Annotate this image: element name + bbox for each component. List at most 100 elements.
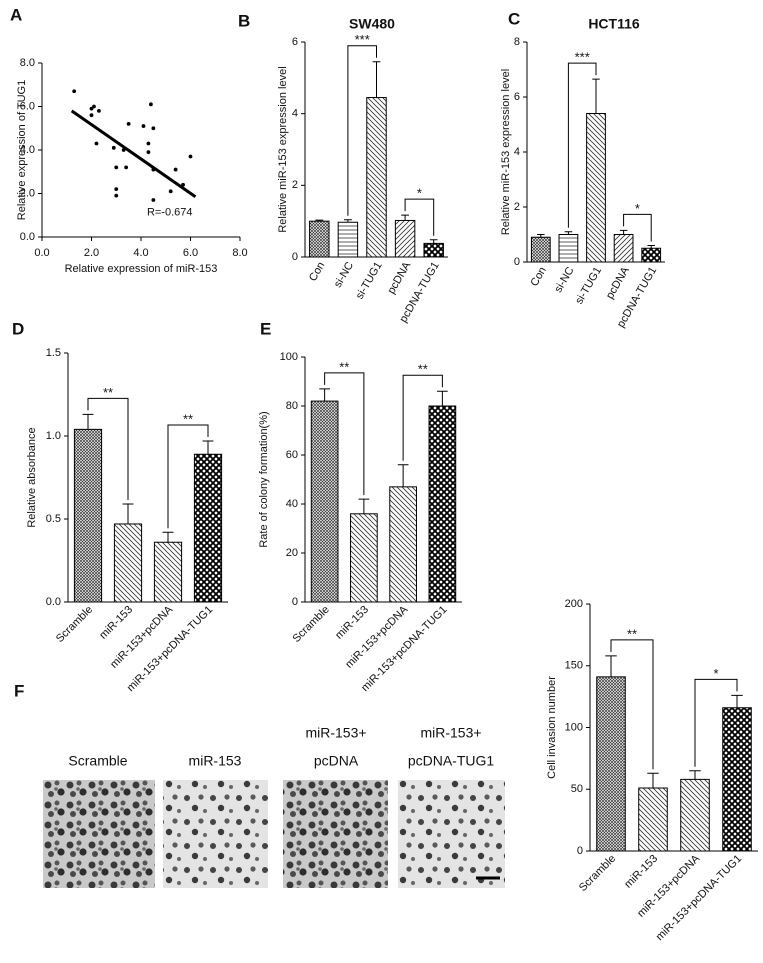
point — [141, 124, 146, 128]
point — [146, 141, 151, 146]
x-tick-label: miR-153 — [97, 604, 135, 642]
point — [126, 122, 131, 126]
point — [114, 187, 119, 192]
error-bar — [372, 61, 381, 98]
annotation: R=-0.674 — [147, 207, 193, 219]
significance-label: * — [635, 201, 640, 216]
error-bar — [537, 234, 545, 238]
error-bar — [647, 245, 655, 249]
point — [124, 165, 129, 170]
significance-label: ** — [339, 359, 349, 374]
error-bar — [344, 219, 352, 223]
significance-bracket — [167, 424, 209, 529]
x-tick-label: 8.0 — [232, 247, 247, 259]
y-axis-label: Relative miR-153 expression level — [500, 69, 512, 235]
x-tick-label: Con — [528, 265, 548, 288]
micrograph — [163, 780, 268, 888]
significance-label: ** — [418, 362, 428, 377]
significance-bracket — [347, 45, 377, 216]
bar — [558, 234, 579, 263]
panel-label: B — [238, 11, 250, 30]
bar — [613, 234, 634, 263]
point — [151, 126, 156, 131]
bar — [722, 707, 752, 852]
point — [97, 108, 101, 113]
error-bar — [401, 214, 409, 221]
y-tick-label: 50 — [571, 783, 583, 795]
chart-title: SW480 — [349, 16, 395, 32]
image-label: miR-153 — [189, 753, 242, 769]
y-tick-label: 2.0 — [20, 187, 35, 199]
error-bar — [731, 694, 743, 708]
y-tick-label: 8.0 — [20, 57, 35, 69]
error-bar — [162, 531, 174, 543]
y-tick-label: 0.0 — [20, 231, 35, 243]
y-tick-label: 150 — [565, 660, 583, 672]
x-tick-label: si-NC — [332, 260, 356, 290]
y-tick-label: 4 — [514, 146, 520, 158]
error-bar — [619, 229, 628, 235]
y-tick-label: 6 — [514, 91, 520, 103]
point — [146, 150, 151, 155]
significance-bracket — [404, 198, 435, 236]
panel-label: F — [14, 681, 24, 700]
point — [89, 106, 94, 111]
x-tick-label: 0.0 — [34, 247, 49, 259]
bar — [350, 513, 378, 603]
significance-label: *** — [355, 32, 370, 47]
error-bar — [437, 390, 448, 406]
bar — [366, 97, 387, 258]
x-tick-label: pcDNA — [604, 264, 632, 301]
point — [72, 89, 77, 94]
significance-bracket — [694, 678, 738, 767]
error-bar — [592, 78, 600, 114]
point — [114, 165, 119, 170]
bar — [389, 486, 417, 603]
point — [188, 154, 193, 159]
x-tick-label: 6.0 — [183, 247, 198, 259]
error-bar — [564, 231, 573, 235]
point — [92, 104, 96, 109]
significance-bracket — [402, 374, 443, 461]
micrographs — [43, 780, 505, 888]
x-tick-label: miR-153 — [333, 604, 371, 642]
y-axis-label: Relative absorbance — [26, 427, 38, 527]
x-tick-label: si-TUG1 — [354, 260, 385, 301]
panel-label: D — [12, 319, 24, 338]
x-tick-label: pcDNA — [385, 259, 413, 296]
y-tick-label: 2 — [514, 201, 520, 213]
bar — [309, 220, 330, 258]
x-axis-label: Relative expression of miR-153 — [65, 263, 218, 275]
x-tick-label: si-NC — [552, 265, 576, 295]
y-tick-label: 100 — [280, 351, 298, 363]
y-tick-label: 1.0 — [46, 430, 61, 442]
point — [149, 102, 153, 107]
micrograph — [43, 780, 155, 888]
y-tick-label: 0 — [292, 251, 298, 263]
point — [111, 145, 116, 150]
y-tick-label: 0 — [292, 596, 298, 608]
y-tick-label: 6.0 — [20, 100, 35, 112]
y-tick-label: 100 — [565, 721, 583, 733]
bar — [73, 428, 103, 603]
y-tick-label: 2 — [292, 179, 298, 191]
image-label: miR-153+ — [420, 725, 481, 741]
significance-label: * — [417, 186, 422, 201]
y-tick-label: 4.0 — [20, 144, 35, 156]
error-bar — [82, 413, 94, 430]
y-tick-label: 0.0 — [46, 596, 61, 608]
y-axis-label: Rate of colony formation(%) — [258, 411, 270, 547]
image-label: pcDNA-TUG1 — [408, 753, 495, 769]
image-label: miR-153+ — [305, 725, 366, 741]
significance-bracket — [87, 397, 129, 501]
point — [151, 198, 156, 202]
image-label: Scramble — [68, 753, 127, 769]
bar — [428, 405, 457, 603]
regression-line — [70, 109, 197, 198]
bar — [337, 221, 359, 258]
point — [89, 113, 94, 118]
bar — [193, 453, 223, 603]
significance-label: * — [713, 666, 718, 681]
x-tick-label: 2.0 — [84, 247, 99, 259]
